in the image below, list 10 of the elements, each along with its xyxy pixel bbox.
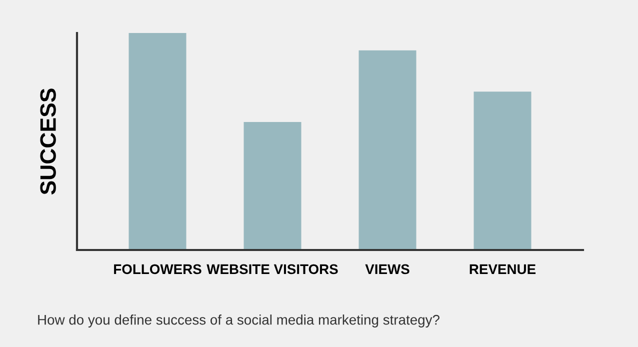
x-tick-label: REVENUE [470,264,536,274]
y-axis-title: SUCCESS [40,88,56,195]
bar [358,50,416,250]
text: How do you define success of a social media marketing strategy? [38,314,440,328]
bar [128,33,186,250]
x-tick-label: WEBSITE VISITORS [206,264,338,274]
x-tick-label: FOLLOWERS [114,264,202,274]
bar [244,122,302,250]
x-tick-label: VIEWS [365,264,410,274]
bar [474,92,532,250]
